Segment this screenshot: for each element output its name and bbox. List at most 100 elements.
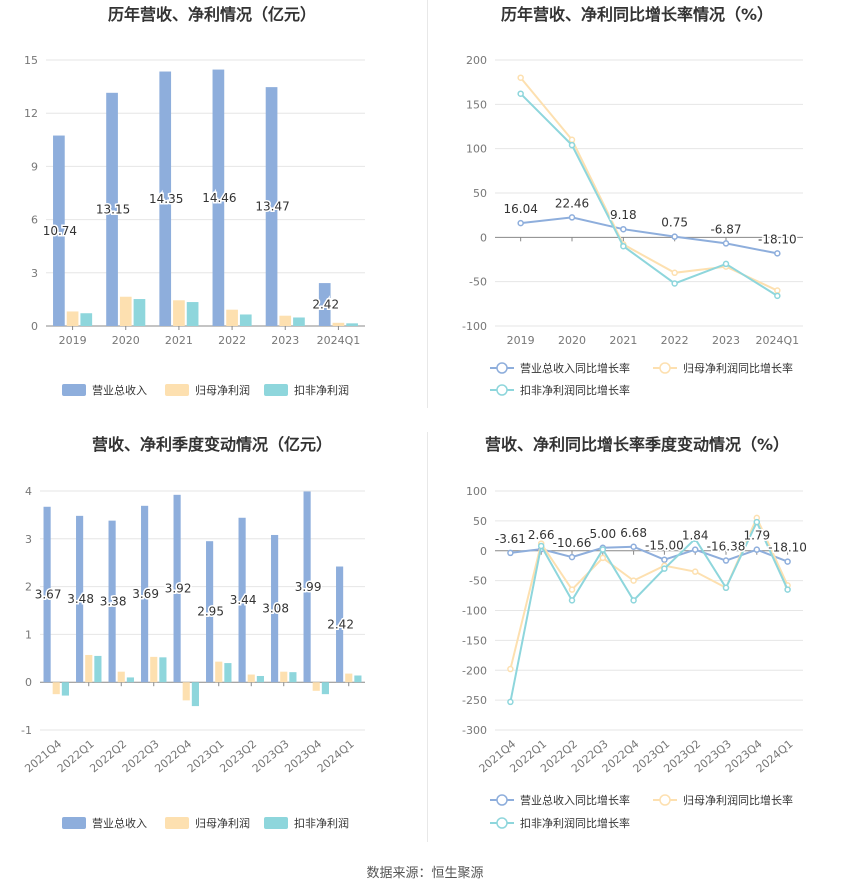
line-point <box>599 546 607 553</box>
y-tick-label: 6 <box>31 214 38 227</box>
bar-data-label: 3.48 <box>67 592 94 606</box>
line-point <box>620 225 627 233</box>
line-data-label: 9.18 <box>610 208 637 222</box>
legend-swatch <box>264 817 288 829</box>
bar-data-label: 3.92 <box>165 582 192 596</box>
legend-label: 营业总收入 <box>92 816 147 830</box>
line-data-label: -3.61 <box>495 532 526 546</box>
x-tick-label: 2023 <box>712 334 740 347</box>
bar-deducted-net-profit <box>256 675 264 683</box>
y-tick-label: -100 <box>462 320 487 333</box>
bar-net-profit <box>182 682 190 701</box>
bar-deducted-net-profit <box>61 682 69 696</box>
bar-deducted-net-profit <box>289 672 297 683</box>
line-deducted-net-profit-growth <box>519 92 778 297</box>
legend-label: 扣非净利润 <box>294 816 349 830</box>
legend-label: 归母净利润 <box>195 383 250 397</box>
y-tick-label: -1 <box>21 724 32 737</box>
line-deducted-net-profit-growth <box>509 519 789 703</box>
y-tick-label: -200 <box>462 664 487 677</box>
y-tick-label: 150 <box>466 98 487 111</box>
line-point <box>722 584 730 592</box>
y-tick-label: 3 <box>31 267 38 280</box>
bar-revenue <box>43 506 51 683</box>
bar-deducted-net-profit <box>80 313 93 326</box>
line-data-label: -10.66 <box>553 536 592 550</box>
y-tick-label: -250 <box>462 694 487 707</box>
y-tick-label: 4 <box>25 485 32 498</box>
line-data-label: -15.00 <box>645 539 684 553</box>
vertical-divider-bottom <box>427 432 428 842</box>
bar-deducted-net-profit <box>239 314 252 326</box>
bar-revenue <box>336 566 344 683</box>
x-tick-label: 2020 <box>558 334 586 347</box>
bar-data-label: 3.08 <box>262 602 289 616</box>
bar-deducted-net-profit <box>133 299 146 326</box>
y-tick-label: -50 <box>469 276 487 289</box>
legend-swatch-marker <box>496 384 508 396</box>
line-point <box>568 214 576 221</box>
bar-revenue <box>76 515 84 683</box>
data-source-note: 数据来源：恒生聚源 <box>366 866 484 881</box>
line-data-label: -18.10 <box>768 541 807 555</box>
bar-net-profit <box>332 322 345 326</box>
annual-revenue-profit-bar-chart: 历年营收、净利情况（亿元） 0 3 6 9 12 15 2019 2020 2021 2022 202… <box>24 5 365 397</box>
bar-deducted-net-profit <box>191 682 199 707</box>
line-point <box>784 558 791 565</box>
legend-label: 扣非净利润同比增长率 <box>520 816 630 830</box>
y-tick-label: -150 <box>462 634 487 647</box>
line-data-label: 2.66 <box>528 528 555 542</box>
line-point <box>507 549 514 557</box>
bar-revenue <box>53 135 65 326</box>
line-point <box>722 240 730 247</box>
bar-net-profit <box>52 682 60 695</box>
y-tick-label: 200 <box>466 54 487 67</box>
line-point <box>517 219 524 227</box>
bar-revenue <box>238 517 246 683</box>
legend-label: 扣非净利润 <box>294 383 349 397</box>
vertical-divider-top <box>427 0 428 408</box>
line-point <box>774 292 781 300</box>
y-tick-label: 100 <box>466 143 487 156</box>
bar-net-profit <box>226 309 238 326</box>
x-tick-label: 2022 <box>218 334 246 347</box>
line-point <box>722 557 730 564</box>
bar-deducted-net-profit <box>126 677 134 683</box>
line-point <box>568 586 576 593</box>
bar-net-profit <box>215 661 223 683</box>
line-point <box>691 535 699 543</box>
bar-deducted-net-profit <box>94 655 102 683</box>
y-tick-label: 9 <box>31 160 38 173</box>
line-data-label: -16.38 <box>707 540 746 554</box>
line-point <box>661 565 668 572</box>
quarterly-growth-rate-line-chart: 营收、净利同比增长率季度变动情况（%） -300 -250 -200 -150 -100 -… <box>462 435 808 830</box>
legend-label: 营业总收入 <box>92 383 147 397</box>
bar-data-label: 13.15 <box>96 202 130 216</box>
line-revenue-growth <box>520 216 778 255</box>
bar-revenue <box>173 494 181 683</box>
line-data-label: 6.68 <box>620 526 647 540</box>
line-point <box>537 542 545 550</box>
bar-data-label: 13.47 <box>255 200 289 214</box>
bar-data-label: 3.67 <box>35 587 62 601</box>
chart-title: 历年营收、净利情况（亿元） <box>108 5 316 24</box>
bar-data-label: 14.46 <box>202 191 236 205</box>
bar-net-profit <box>119 296 132 326</box>
y-tick-label: 1 <box>25 628 32 641</box>
line-data-label: 0.75 <box>661 216 688 230</box>
y-tick-label: 2 <box>25 581 32 594</box>
annual-growth-rate-line-chart: 历年营收、净利同比增长率情况（%） -100 -50 0 50 100 150 200 2019… <box>462 5 803 397</box>
legend-swatch <box>264 384 288 396</box>
bar-net-profit <box>117 671 125 683</box>
bar-net-profit <box>173 300 185 326</box>
line-point <box>671 233 678 240</box>
bar-revenue <box>271 534 279 683</box>
bar-net-profit <box>85 654 93 683</box>
chart-title: 历年营收、净利同比增长率情况（%） <box>501 5 773 24</box>
bar-revenue <box>212 69 225 327</box>
bar-data-label: 3.44 <box>230 593 257 607</box>
legend-swatch-marker <box>659 794 671 806</box>
legend-swatch <box>62 384 86 396</box>
legend-label: 营业总收入同比增长率 <box>520 793 630 807</box>
line-data-label: -6.87 <box>710 222 741 236</box>
